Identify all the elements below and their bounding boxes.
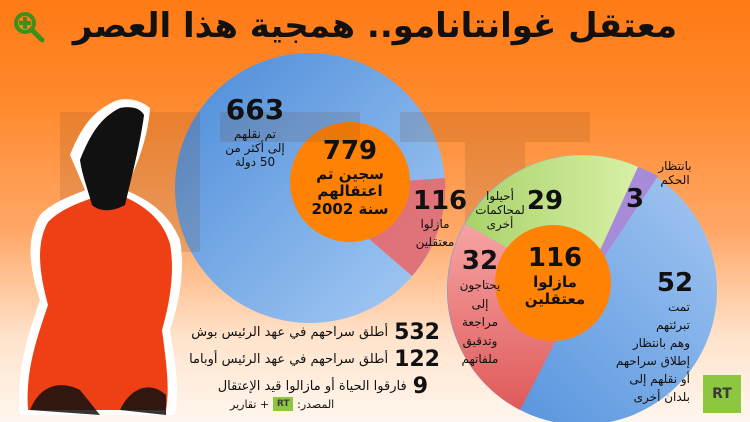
release-stats-list: 532 أطلق سراحهم في عهد الرئيس بوش 122 أط… xyxy=(189,320,440,401)
review-line-1: يحتاجون xyxy=(459,278,501,292)
list-item: 9 فارقوا الحياة أو مازالوا قيد الإعتقال xyxy=(189,374,428,399)
big-center-circle xyxy=(290,122,410,242)
transferred-line-2: إلى أكثر من xyxy=(225,140,285,155)
center-line-2: اعتقالهم xyxy=(317,182,383,201)
trials-line-1: أحيلوا xyxy=(486,189,514,203)
source-suffix: + تقارير xyxy=(230,397,270,411)
detained-line-1: مازلوا xyxy=(420,217,450,231)
transferred-line-3: 50 دولة xyxy=(234,154,276,169)
transferred-line-1: تم نقلهم xyxy=(233,127,277,141)
small-center-line-1: مازلوا xyxy=(533,273,577,291)
small-pie-chart xyxy=(447,155,717,422)
cleared-label: تمت تبرئتهم وهم بانتظار إطلاق سراحهم أو … xyxy=(560,298,690,406)
prisoner-illustration xyxy=(19,99,182,416)
list-item: 532 أطلق سراحهم في عهد الرئيس بوش xyxy=(189,320,440,345)
still-detained-value: 116 xyxy=(412,186,468,216)
cleared-line-5: أو نقلهم إلى xyxy=(629,372,690,386)
total-detainees-label: سجين تم اعتقالهم سنة 2002 xyxy=(300,165,400,218)
trials-line-2: لمحاكمات xyxy=(475,202,525,217)
list-item: 122 أطلق سراحهم في عهد الرئيس أوباما xyxy=(189,347,440,372)
review-value: 32 xyxy=(461,246,499,276)
trials-label: أحيلوا لمحاكمات أخرى xyxy=(470,189,530,231)
verdict-line-2: الحكم xyxy=(660,172,690,187)
cleared-value: 52 xyxy=(656,268,694,298)
transferred-label: تم نقلهم إلى أكثر من 50 دولة xyxy=(205,127,305,169)
review-line-2: إلى xyxy=(471,296,489,311)
list-item-label: أطلق سراحهم في عهد الرئيس بوش xyxy=(191,325,389,340)
still-detained-label: مازلوا معتقلين xyxy=(400,215,470,251)
review-line-4: وتدقيق xyxy=(462,333,498,348)
cleared-line-4: إطلاق سراحهم xyxy=(615,354,690,368)
cleared-line-3: وهم بانتظار xyxy=(632,336,690,350)
verdict-value: 3 xyxy=(625,184,645,214)
trials-line-3: أخرى xyxy=(486,216,514,231)
center-line-1: سجين تم xyxy=(316,165,384,183)
transferred-value: 663 xyxy=(225,93,285,126)
zoom-in-icon[interactable] xyxy=(12,10,46,44)
big-pie-chart xyxy=(175,53,446,323)
review-label: يحتاجون إلى مراجعة وتدقيق ملفاتهم xyxy=(447,276,513,369)
center-line-3: سنة 2002 xyxy=(311,199,389,218)
trials-value: 29 xyxy=(526,186,564,216)
list-item-label: أطلق سراحهم في عهد الرئيس أوباما xyxy=(189,352,389,367)
review-line-3: مراجعة xyxy=(461,315,499,330)
list-item-value: 532 xyxy=(394,320,440,345)
cleared-line-2: تبرئتهم xyxy=(655,318,690,332)
source-line: المصدر: RT + تقارير xyxy=(230,397,334,411)
list-item-value: 9 xyxy=(412,374,428,399)
small-center-circle xyxy=(495,225,611,341)
review-line-5: ملفاتهم xyxy=(461,352,499,367)
detained-line-2: معتقلين xyxy=(415,235,455,249)
list-item-value: 122 xyxy=(394,347,440,372)
source-rt-logo: RT xyxy=(273,397,294,411)
small-center-label: مازلوا معتقلين xyxy=(505,273,605,309)
cleared-line-1: تمت xyxy=(667,300,690,314)
rt-logo: RT xyxy=(703,375,741,413)
total-detainees-value: 779 xyxy=(322,136,378,166)
source-label: المصدر: xyxy=(297,397,335,411)
list-item-label: فارقوا الحياة أو مازالوا قيد الإعتقال xyxy=(217,379,407,394)
cleared-line-6: بلدان أخرى xyxy=(633,390,690,404)
verdict-label: بانتظار الحكم xyxy=(645,159,705,188)
small-center-value: 116 xyxy=(527,243,583,273)
verdict-line-1: بانتظار xyxy=(658,159,692,173)
small-center-line-2: معتقلين xyxy=(524,290,586,309)
infographic-title: معتقل غوانتانامو.. همجية هذا العصر xyxy=(72,6,678,46)
